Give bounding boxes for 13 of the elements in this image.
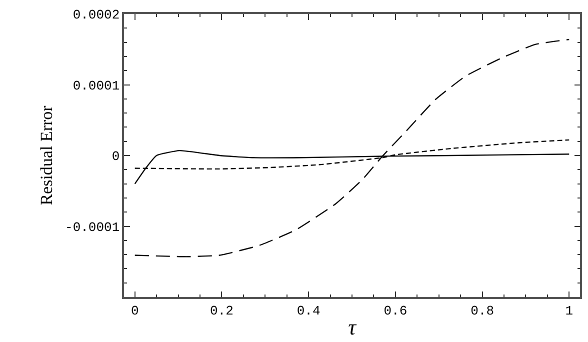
x-tick-label: 0 <box>130 303 139 318</box>
x-tick-label: 0.2 <box>210 303 234 318</box>
x-tick-label: 1 <box>565 303 574 318</box>
y-axis-title: Residual Error <box>37 105 56 206</box>
y-tick-label: -0.0001 <box>65 220 120 235</box>
x-axis-title: τ <box>348 314 358 340</box>
x-tick-label: 0.8 <box>470 303 494 318</box>
x-tick-label: 0.4 <box>296 303 320 318</box>
y-tick-label: 0 <box>112 149 120 164</box>
line-series <box>134 38 570 258</box>
x-tick-label: 0.6 <box>384 303 408 318</box>
y-tick-label: 0.0001 <box>72 78 120 94</box>
y-tick-label: 0.0002 <box>72 8 120 23</box>
